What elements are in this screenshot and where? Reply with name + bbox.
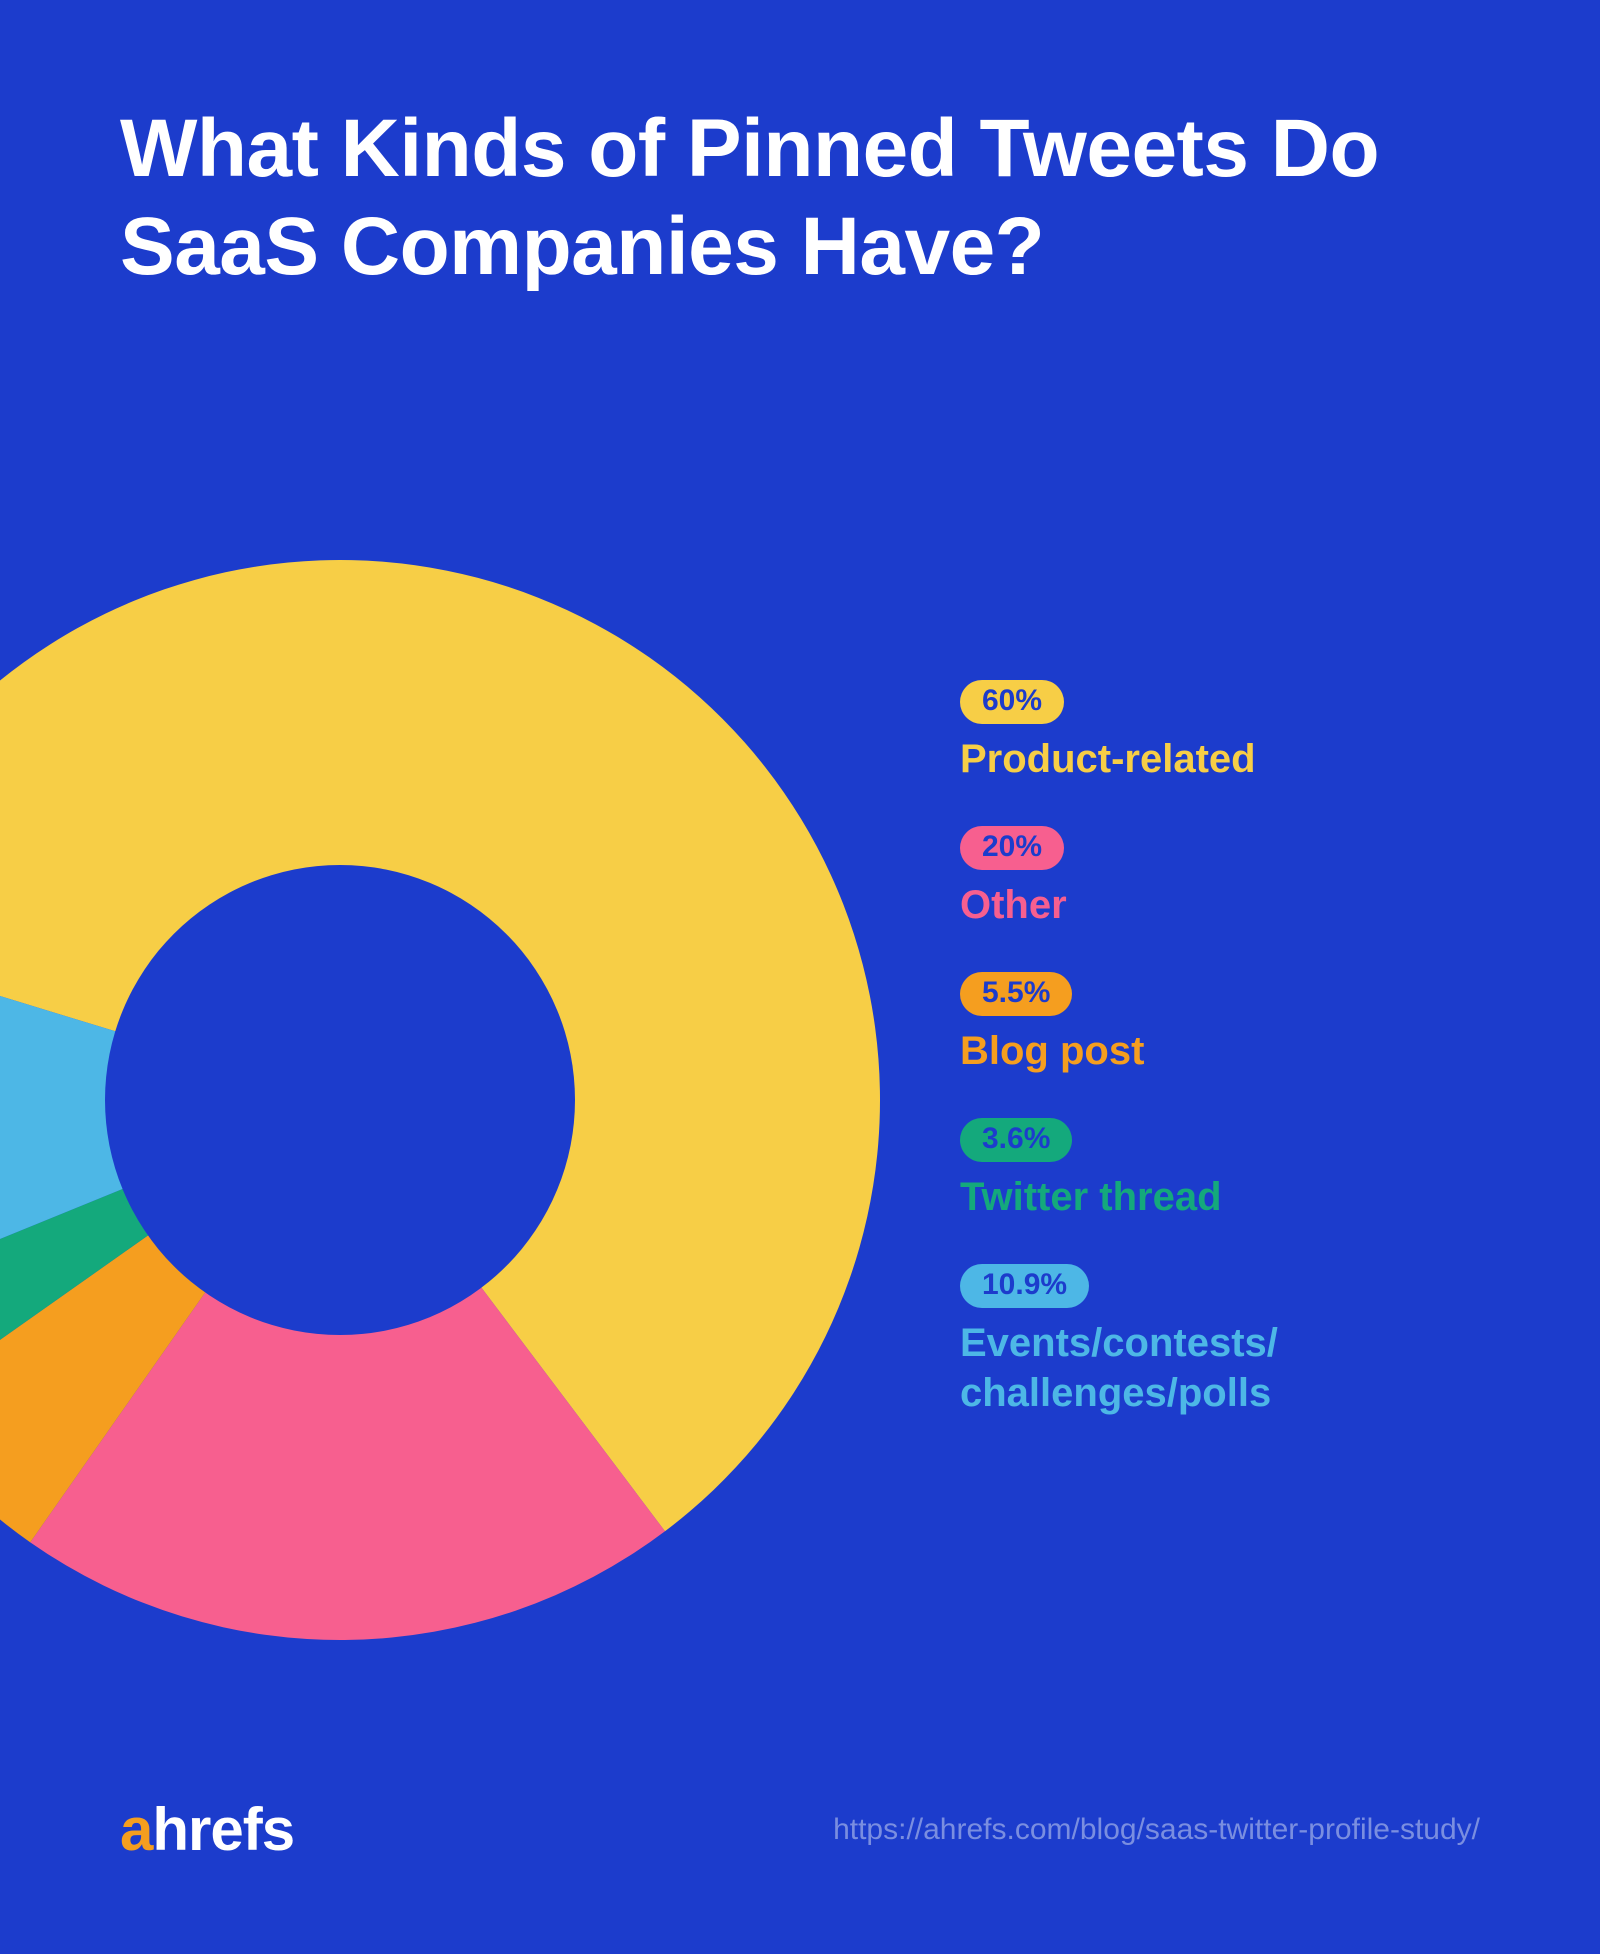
legend-pill: 3.6%	[960, 1118, 1072, 1162]
legend-item: 10.9% Events/contests/ challenges/polls	[960, 1264, 1520, 1418]
donut-hole	[105, 865, 575, 1335]
legend: 60% Product-related 20% Other 5.5% Blog post 3…	[960, 680, 1520, 1460]
legend-item: 60% Product-related	[960, 680, 1520, 784]
source-url: https://ahrefs.com/blog/saas-twitter-pro…	[833, 1813, 1480, 1847]
footer: ahrefs https://ahrefs.com/blog/saas-twit…	[120, 1795, 1480, 1864]
legend-label: Other	[960, 880, 1520, 930]
ahrefs-logo: ahrefs	[120, 1795, 294, 1864]
infographic-canvas: What Kinds of Pinned Tweets Do SaaS Comp…	[0, 0, 1600, 1954]
legend-label: Product-related	[960, 734, 1520, 784]
legend-pill: 20%	[960, 826, 1064, 870]
legend-label: Blog post	[960, 1026, 1520, 1076]
legend-label: Twitter thread	[960, 1172, 1520, 1222]
legend-pill: 60%	[960, 680, 1064, 724]
page-title: What Kinds of Pinned Tweets Do SaaS Comp…	[120, 100, 1480, 297]
legend-label: Events/contests/ challenges/polls	[960, 1318, 1520, 1418]
legend-item: 20% Other	[960, 826, 1520, 930]
legend-item: 3.6% Twitter thread	[960, 1118, 1520, 1222]
legend-item: 5.5% Blog post	[960, 972, 1520, 1076]
donut-chart	[0, 560, 880, 1640]
legend-pill: 5.5%	[960, 972, 1072, 1016]
legend-pill: 10.9%	[960, 1264, 1089, 1308]
